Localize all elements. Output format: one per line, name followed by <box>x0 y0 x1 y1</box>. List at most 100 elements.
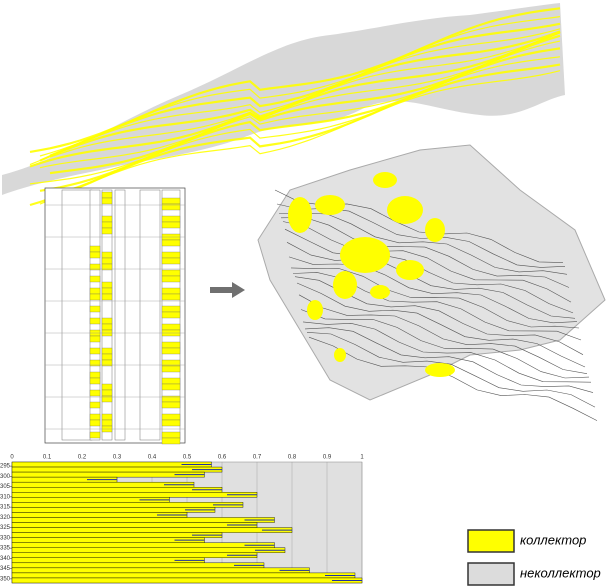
log-block <box>101 323 113 331</box>
log-block <box>161 197 181 205</box>
log-block <box>101 221 113 229</box>
y-tick-label: 295 <box>0 464 11 470</box>
reservoir-streaks <box>29 7 561 207</box>
legend-swatch <box>467 562 515 586</box>
log-block <box>161 269 181 277</box>
reservoir-blobs <box>288 172 455 377</box>
log-block <box>101 197 113 205</box>
y-tick-label: 300 <box>0 474 11 480</box>
log-block <box>161 257 181 265</box>
ridge <box>286 242 576 319</box>
log-block <box>101 251 113 259</box>
y-tick-label: 325 <box>0 525 11 531</box>
log-block <box>161 365 181 373</box>
log-block <box>161 377 181 385</box>
legend-label: коллектор <box>520 532 586 547</box>
bar <box>11 532 223 538</box>
log-track <box>61 189 93 441</box>
log-block <box>89 347 101 355</box>
log-block <box>89 287 101 295</box>
log-block <box>101 257 113 265</box>
log-block <box>89 413 101 421</box>
log-block <box>161 401 181 409</box>
x-tick-label: 0 <box>10 455 14 461</box>
surface-3d <box>257 144 606 421</box>
bar <box>11 547 286 553</box>
log-block <box>89 245 101 253</box>
bar <box>11 522 258 528</box>
log-block <box>101 317 113 325</box>
log-block <box>161 305 181 313</box>
y-tick-label: 345 <box>0 566 11 572</box>
log-block <box>89 275 101 283</box>
ridge <box>288 256 578 324</box>
log-block <box>161 287 181 295</box>
ridge <box>284 228 574 314</box>
bar <box>11 572 356 579</box>
section-body <box>2 3 565 195</box>
log-block <box>101 347 113 355</box>
log-block <box>101 287 113 295</box>
log-block <box>101 191 113 199</box>
ridge <box>306 332 596 408</box>
log-block <box>161 419 181 427</box>
log-block <box>89 263 101 271</box>
log-block <box>161 251 181 259</box>
log-block <box>101 293 113 301</box>
x-tick-label: 0.3 <box>113 455 122 461</box>
log-block <box>101 227 113 235</box>
bar <box>11 527 293 533</box>
bar <box>11 517 275 523</box>
log-block <box>89 431 101 439</box>
log-block <box>161 347 181 355</box>
log-block <box>161 383 181 391</box>
x-tick-label: 0.5 <box>183 455 192 461</box>
log-block <box>161 215 181 223</box>
log-block <box>89 377 101 385</box>
bar <box>11 466 223 473</box>
log-track <box>89 189 101 441</box>
x-tick-label: 0.8 <box>288 455 297 461</box>
log-block <box>89 359 101 367</box>
y-tick-label: 305 <box>0 484 11 490</box>
section <box>2 3 565 207</box>
log-block <box>89 251 101 259</box>
log-block <box>101 419 113 427</box>
bar <box>11 492 258 498</box>
ridge <box>308 336 598 421</box>
ridge <box>304 327 594 393</box>
y-tick-label: 310 <box>0 494 11 500</box>
log-block <box>101 395 113 403</box>
ridge <box>282 221 572 303</box>
streak <box>29 31 561 168</box>
log-block <box>89 371 101 379</box>
streak <box>29 63 561 207</box>
bar <box>11 507 216 513</box>
bar <box>11 577 363 584</box>
streak <box>29 28 561 166</box>
legend-label: неколлектор <box>520 565 601 580</box>
streak <box>49 22 561 157</box>
log-block <box>89 305 101 313</box>
ridge <box>298 294 588 374</box>
ridge <box>300 309 590 379</box>
x-tick-label: 0.1 <box>43 455 52 461</box>
bar <box>11 562 265 569</box>
log-block <box>161 413 181 421</box>
y-tick-label: 335 <box>0 546 11 552</box>
log-track <box>101 189 113 441</box>
ridge <box>290 267 580 329</box>
bar <box>11 542 275 548</box>
bar <box>11 567 310 574</box>
log-block <box>89 293 101 301</box>
x-tick-label: 0.6 <box>218 455 227 461</box>
ridge <box>302 321 592 383</box>
bar <box>11 552 258 558</box>
y-tick-label: 315 <box>0 505 11 511</box>
log-block <box>101 389 113 397</box>
x-tick-label: 1 <box>360 455 364 461</box>
well-log <box>44 187 186 445</box>
log-track <box>139 189 161 441</box>
log-block <box>101 263 113 271</box>
